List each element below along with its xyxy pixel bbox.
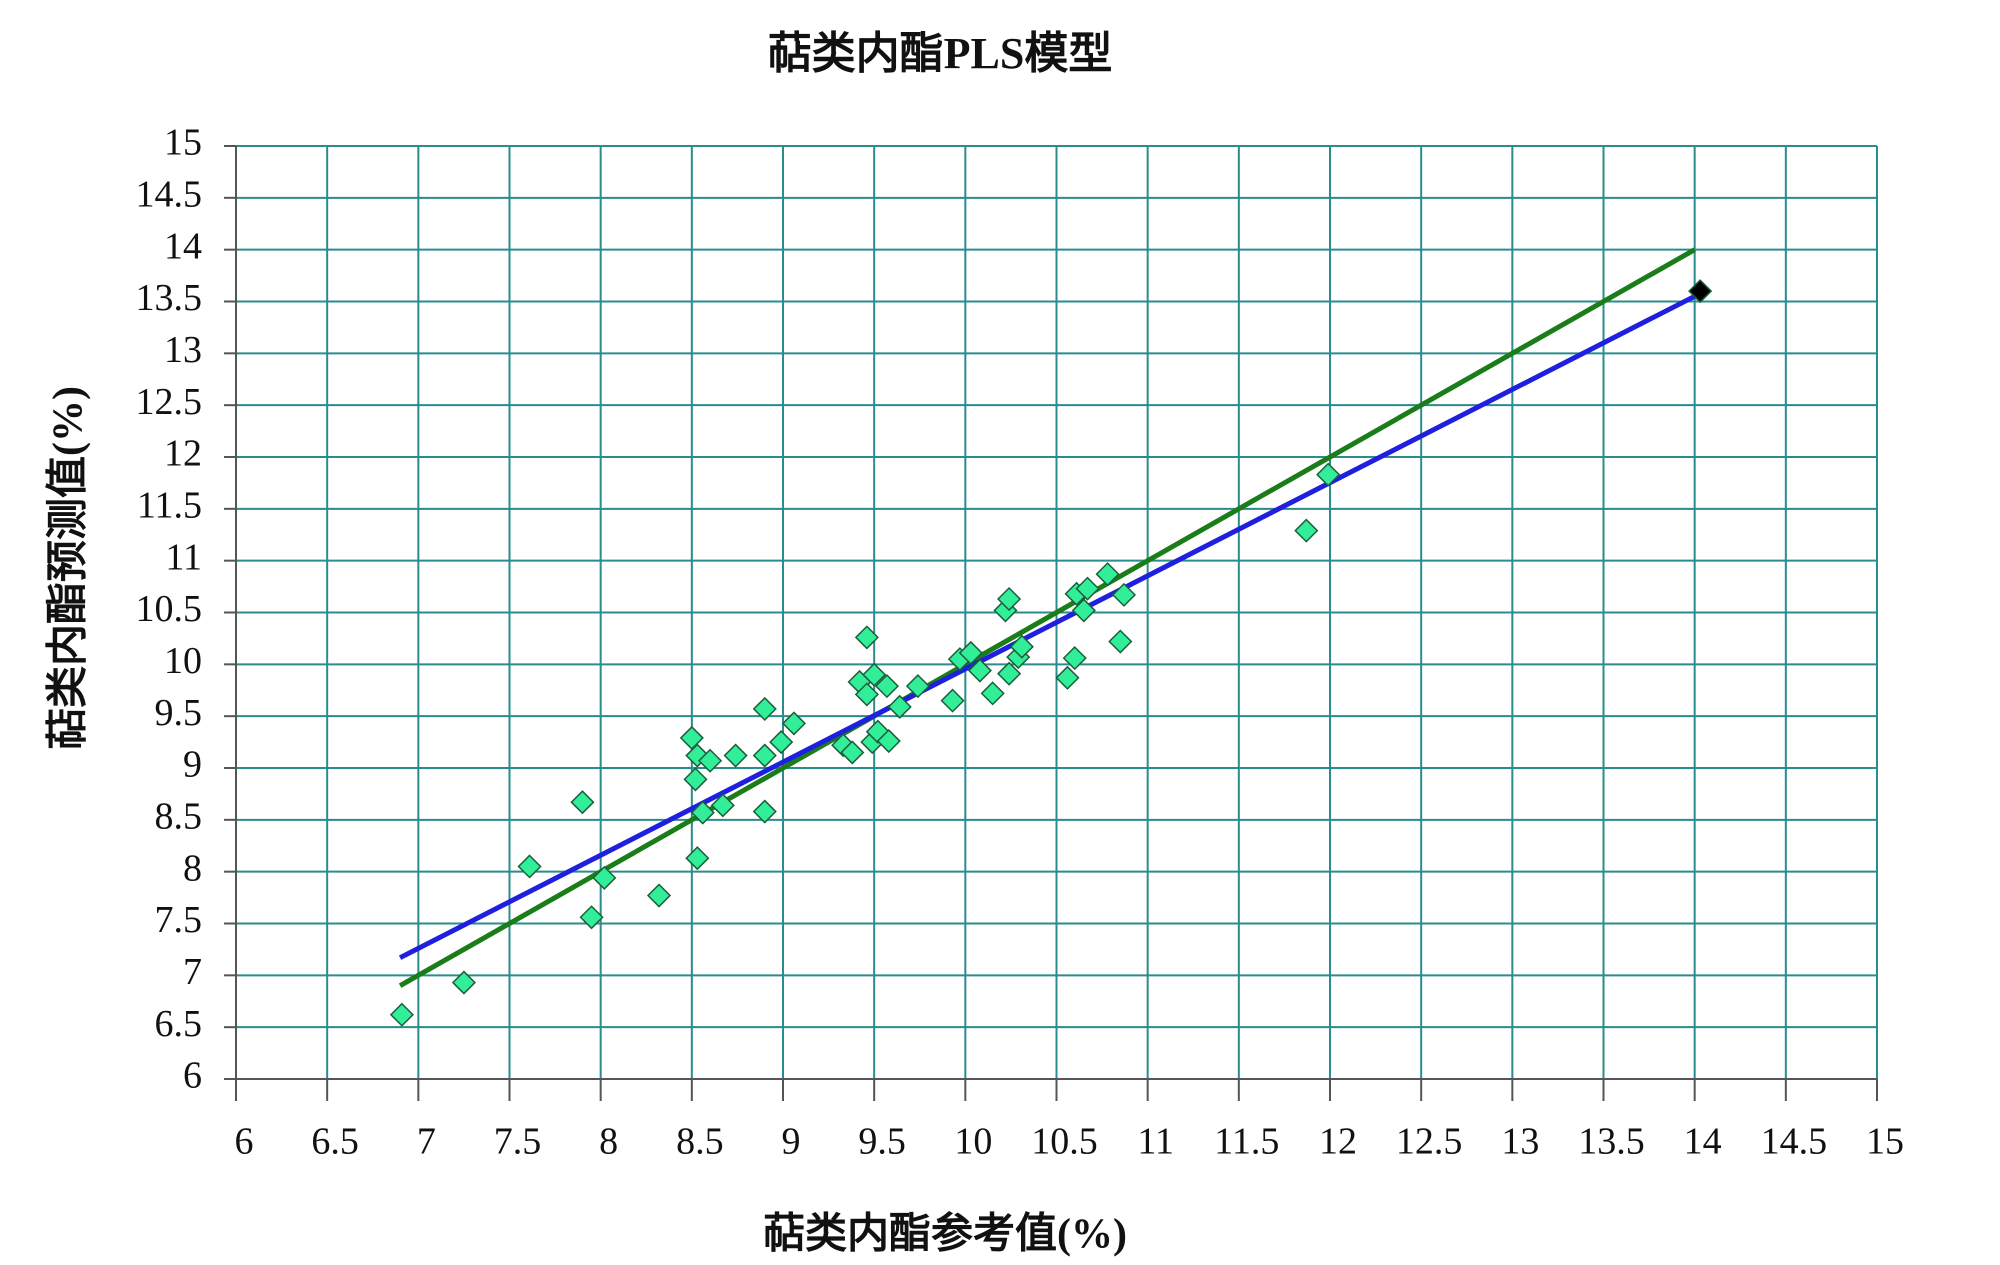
data-point [579,905,604,930]
x-tick-label: 8.5 [676,1121,724,1163]
data-point [1075,576,1100,601]
y-tick-label: 9.5 [155,692,203,734]
data-point [887,694,912,719]
data-point [874,674,899,699]
x-tick-label: 13 [1501,1121,1539,1163]
x-tick-label: 10 [954,1121,992,1163]
y-tick-label: 8.5 [155,796,203,838]
data-point [690,800,715,825]
data-point [769,730,794,755]
x-tick-label: 10.5 [1031,1121,1098,1163]
y-tick-label: 15 [164,122,202,164]
data-point [683,767,708,792]
x-tick-label: 13.5 [1578,1121,1645,1163]
x-tick-label: 11 [1137,1121,1174,1163]
x-tick-label: 12 [1319,1121,1357,1163]
y-tick-label: 11 [165,536,202,578]
data-point [1062,646,1087,671]
data-point [958,640,983,665]
x-tick-label: 7 [417,1121,436,1163]
data-point [646,883,672,908]
data-point [723,743,748,768]
x-tick-label: 9.5 [858,1121,906,1163]
y-tick-label: 6 [183,1055,202,1097]
y-axis-title: 萜类内酯预测值(%) [45,386,92,750]
data-point [570,790,595,815]
data-point [1111,582,1137,607]
data-point [685,846,710,871]
x-tick-label: 7.5 [494,1121,542,1163]
data-point [1009,634,1034,659]
x-tick-label: 14 [1684,1121,1722,1163]
data-point [752,799,777,824]
y-tick-label: 7 [183,951,202,993]
x-tick-label: 11.5 [1214,1121,1279,1163]
data-point [905,674,930,699]
x-tick-label: 12.5 [1396,1121,1463,1163]
data-point [854,682,879,707]
data-point [389,1002,414,1027]
y-tick-label: 11.5 [137,485,202,527]
x-tick-label: 14.5 [1761,1121,1828,1163]
data-point [854,625,879,650]
data-point [967,658,992,683]
data-point [451,970,476,995]
data-point [1071,598,1096,623]
y-tick-label: 14.5 [136,174,203,216]
data-point [752,696,777,721]
y-tick-label: 9 [183,744,202,786]
y-tick-label: 6.5 [155,1003,203,1045]
data-point [1108,629,1133,654]
x-tick-label: 15 [1866,1121,1904,1163]
y-tick-label: 8 [183,847,202,889]
data-point [1055,665,1080,690]
data-point [710,793,735,818]
x-axis-title: 萜类内酯参考值(%) [763,1211,1127,1258]
data-point [940,688,965,713]
y-tick-label: 14 [164,225,202,267]
data-point [980,681,1005,706]
data-point [592,865,617,890]
fit-line [398,294,1696,960]
y-tick-label: 7.5 [155,899,203,941]
fit-line [398,247,1696,988]
chart-title: 萜类内酯PLS模型 [768,29,1113,78]
data-point [698,748,723,773]
data-point [1095,562,1120,587]
data-point [1316,462,1341,487]
data-point [840,740,865,765]
data-point [781,711,807,736]
y-tick-label: 13 [164,329,202,371]
y-tick-label: 10.5 [136,588,203,630]
x-tick-label: 8 [599,1121,618,1163]
data-point [997,661,1022,686]
data-point [1294,518,1319,543]
y-tick-label: 12.5 [136,381,203,423]
y-tick-label: 13.5 [136,277,203,319]
data-point [862,662,887,687]
y-tick-label: 12 [164,433,202,475]
x-tick-label: 6 [235,1121,254,1163]
data-point [1688,279,1713,304]
data-point [876,728,901,754]
x-tick-label: 6.5 [311,1121,359,1163]
data-point [517,854,542,879]
x-tick-label: 9 [782,1121,801,1163]
y-tick-label: 10 [164,640,202,682]
data-point [997,586,1022,612]
data-point [752,743,777,768]
data-point [679,725,704,750]
